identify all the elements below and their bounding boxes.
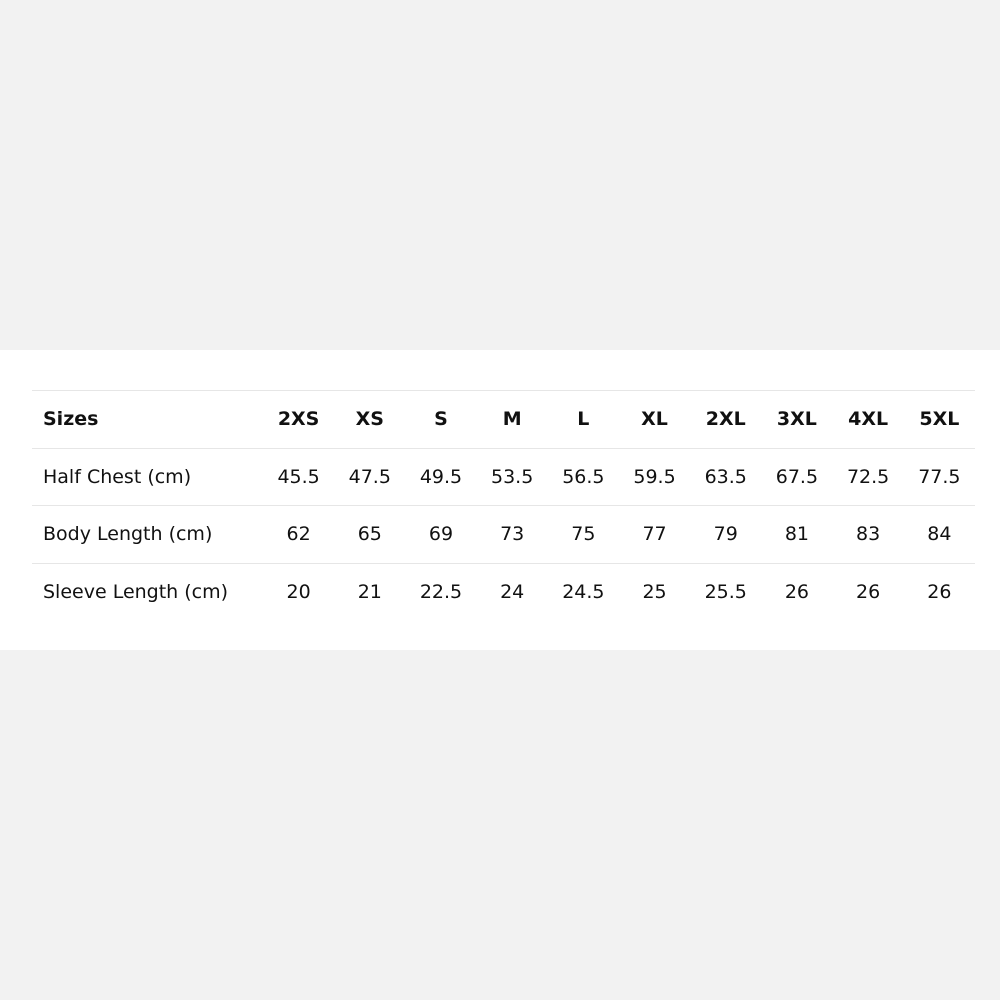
table-cell: 26 (927, 581, 952, 603)
table-cell: 26 (784, 581, 809, 603)
row-label: Half Chest (cm) (43, 465, 192, 488)
table-cell: 79 (713, 523, 738, 546)
size-header: L (577, 408, 590, 431)
row-label: Body Length (cm) (43, 523, 213, 546)
table-cell: 81 (784, 523, 809, 546)
table-cell: 53.5 (491, 465, 534, 488)
table-cell: 72.5 (846, 465, 890, 488)
table-cell: 83 (856, 523, 881, 546)
table-cell: 62 (286, 523, 311, 546)
row-label: Sleeve Length (cm) (43, 581, 229, 603)
size-chart-table: Sizes 2XS XS S M L XL 2XL 3XL 4XL 5XL Ha… (32, 390, 975, 621)
table-cell: 24 (500, 581, 525, 603)
table-cell: 47.5 (348, 465, 391, 488)
table-cell: 73 (500, 523, 525, 546)
header-row: Sizes 2XS XS S M L XL 2XL 3XL 4XL 5XL (32, 390, 975, 448)
size-header: 5XL (919, 408, 960, 431)
size-chart-panel: Sizes 2XS XS S M L XL 2XL 3XL 4XL 5XL Ha… (0, 350, 1000, 650)
table-cell: 25 (642, 581, 667, 603)
size-header: M (502, 408, 522, 431)
table-cell: 67.5 (775, 465, 819, 488)
table-cell: 45.5 (277, 465, 320, 488)
table-row: Half Chest (cm) 45.5 47.5 49.5 53.5 56.5 59.5 6… (32, 448, 975, 506)
table-cell: 77.5 (918, 465, 961, 488)
table-cell: 56.5 (562, 465, 605, 488)
table-cell: 65 (357, 523, 382, 546)
table-row: Body Length (cm) 62 65 69 73 75 77 79 81 83 84 (32, 506, 975, 563)
size-header: XS (355, 408, 384, 431)
size-header: 2XS (277, 408, 320, 431)
table-cell: 75 (571, 523, 596, 546)
table-cell: 22.5 (419, 581, 463, 603)
table-cell: 49.5 (419, 465, 463, 488)
table-cell: 25.5 (704, 581, 747, 603)
size-header: S (434, 408, 448, 431)
size-header: 4XL (848, 408, 889, 431)
table-cell: 26 (856, 581, 881, 603)
table-cell: 63.5 (704, 465, 747, 488)
table-cell: 24.5 (562, 581, 605, 603)
table-cell: 20 (286, 581, 311, 603)
size-header: XL (641, 408, 668, 431)
table-row: Sleeve Length (cm) 20 21 22.5 24 24.5 25 25.5 26… (32, 563, 975, 621)
table-cell: 59.5 (633, 465, 676, 488)
table-cell: 21 (357, 581, 382, 603)
table-cell: 69 (428, 523, 454, 546)
table-cell: 77 (642, 523, 667, 546)
size-header: 2XL (705, 408, 746, 431)
size-header: 3XL (776, 408, 817, 431)
header-label: Sizes (43, 408, 99, 431)
table-cell: 84 (927, 523, 952, 546)
